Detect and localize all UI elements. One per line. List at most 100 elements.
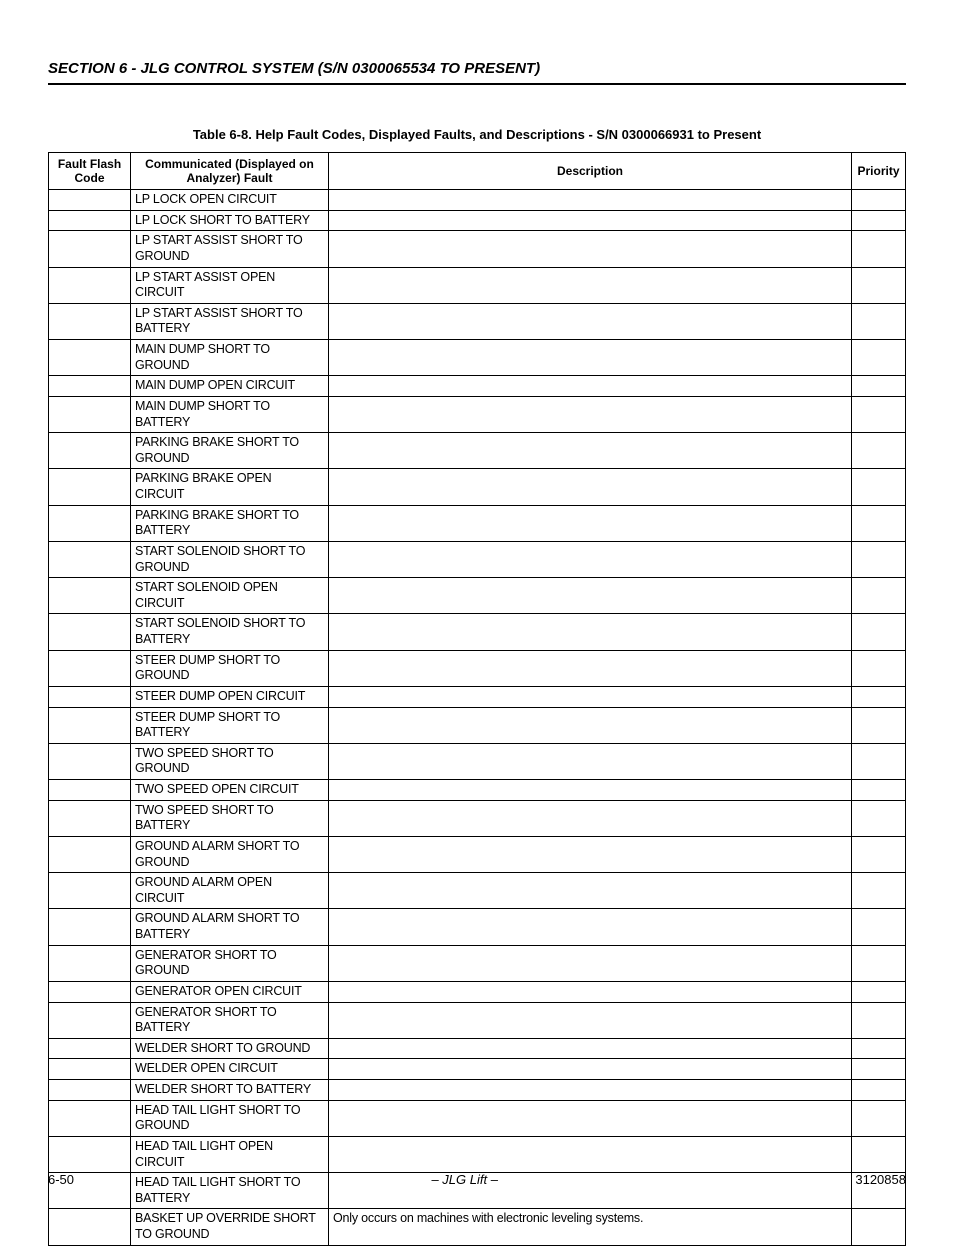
table-row: START SOLENOID SHORT TO BATTERY [49, 614, 906, 650]
cell-fault: PARKING BRAKE SHORT TO GROUND [131, 433, 329, 469]
footer-doc-number: 3120858 [855, 1172, 906, 1187]
cell-fault: WELDER SHORT TO BATTERY [131, 1080, 329, 1101]
cell-priority [852, 1059, 906, 1080]
cell-desc [329, 303, 852, 339]
cell-desc [329, 1136, 852, 1172]
cell-priority [852, 780, 906, 801]
cell-code [49, 800, 131, 836]
cell-desc: Only occurs on machines with electronic … [329, 1209, 852, 1245]
footer-center: – JLG Lift – [431, 1172, 497, 1187]
table-row: GENERATOR OPEN CIRCUIT [49, 981, 906, 1002]
cell-desc [329, 800, 852, 836]
section-header: SECTION 6 - JLG CONTROL SYSTEM (S/N 0300… [48, 60, 906, 85]
cell-code [49, 210, 131, 231]
cell-fault: WELDER OPEN CIRCUIT [131, 1059, 329, 1080]
col-header-priority: Priority [852, 153, 906, 190]
cell-desc [329, 650, 852, 686]
table-row: GROUND ALARM SHORT TO BATTERY [49, 909, 906, 945]
cell-code [49, 231, 131, 267]
cell-desc [329, 743, 852, 779]
cell-code [49, 1059, 131, 1080]
cell-desc [329, 945, 852, 981]
cell-desc [329, 909, 852, 945]
cell-fault: MAIN DUMP SHORT TO BATTERY [131, 396, 329, 432]
table-row: LP START ASSIST SHORT TO GROUND [49, 231, 906, 267]
cell-priority [852, 800, 906, 836]
cell-fault: LP LOCK SHORT TO BATTERY [131, 210, 329, 231]
cell-priority [852, 650, 906, 686]
cell-code [49, 469, 131, 505]
page-footer: 6-50 – JLG Lift – 3120858 [48, 1172, 906, 1187]
cell-priority [852, 396, 906, 432]
cell-fault: MAIN DUMP SHORT TO GROUND [131, 340, 329, 376]
table-header-row: Fault Flash Code Communicated (Displayed… [49, 153, 906, 190]
table-row: TWO SPEED OPEN CIRCUIT [49, 780, 906, 801]
table-caption: Table 6-8. Help Fault Codes, Displayed F… [48, 127, 906, 142]
table-row: MAIN DUMP OPEN CIRCUIT [49, 376, 906, 397]
cell-fault: BASKET UP OVERRIDE SHORT TO GROUND [131, 1209, 329, 1245]
cell-code [49, 780, 131, 801]
cell-priority [852, 1080, 906, 1101]
cell-desc [329, 433, 852, 469]
cell-code [49, 1100, 131, 1136]
table-row: PARKING BRAKE SHORT TO BATTERY [49, 505, 906, 541]
cell-desc [329, 578, 852, 614]
cell-fault: LP START ASSIST OPEN CIRCUIT [131, 267, 329, 303]
cell-fault: TWO SPEED OPEN CIRCUIT [131, 780, 329, 801]
cell-fault: PARKING BRAKE OPEN CIRCUIT [131, 469, 329, 505]
cell-desc [329, 686, 852, 707]
cell-code [49, 303, 131, 339]
cell-priority [852, 1209, 906, 1245]
cell-priority [852, 1002, 906, 1038]
cell-code [49, 376, 131, 397]
table-row: WELDER SHORT TO BATTERY [49, 1080, 906, 1101]
cell-priority [852, 376, 906, 397]
cell-desc [329, 780, 852, 801]
cell-code [49, 396, 131, 432]
cell-code [49, 945, 131, 981]
cell-priority [852, 340, 906, 376]
cell-priority [852, 1100, 906, 1136]
cell-desc [329, 1059, 852, 1080]
cell-fault: STEER DUMP SHORT TO BATTERY [131, 707, 329, 743]
cell-desc [329, 1100, 852, 1136]
cell-fault: TWO SPEED SHORT TO BATTERY [131, 800, 329, 836]
table-row: GENERATOR SHORT TO GROUND [49, 945, 906, 981]
cell-priority [852, 433, 906, 469]
col-header-fault: Communicated (Displayed on Analyzer) Fau… [131, 153, 329, 190]
cell-desc [329, 981, 852, 1002]
cell-fault: STEER DUMP SHORT TO GROUND [131, 650, 329, 686]
cell-desc [329, 1038, 852, 1059]
cell-code [49, 650, 131, 686]
cell-fault: HEAD TAIL LIGHT OPEN CIRCUIT [131, 1136, 329, 1172]
table-row: TWO SPEED SHORT TO GROUND [49, 743, 906, 779]
cell-fault: LP START ASSIST SHORT TO BATTERY [131, 303, 329, 339]
cell-fault: GENERATOR SHORT TO GROUND [131, 945, 329, 981]
cell-priority [852, 541, 906, 577]
cell-code [49, 1209, 131, 1245]
cell-fault: WELDER SHORT TO GROUND [131, 1038, 329, 1059]
cell-priority [852, 210, 906, 231]
table-row: HEAD TAIL LIGHT OPEN CIRCUIT [49, 1136, 906, 1172]
cell-fault: MAIN DUMP OPEN CIRCUIT [131, 376, 329, 397]
table-row: GROUND ALARM OPEN CIRCUIT [49, 873, 906, 909]
cell-desc [329, 267, 852, 303]
cell-desc [329, 707, 852, 743]
cell-priority [852, 873, 906, 909]
cell-desc [329, 1080, 852, 1101]
cell-code [49, 1136, 131, 1172]
table-row: STEER DUMP SHORT TO GROUND [49, 650, 906, 686]
cell-fault: PARKING BRAKE SHORT TO BATTERY [131, 505, 329, 541]
cell-priority [852, 190, 906, 211]
table-row: GENERATOR SHORT TO BATTERY [49, 1002, 906, 1038]
table-row: PARKING BRAKE OPEN CIRCUIT [49, 469, 906, 505]
table-row: MAIN DUMP SHORT TO BATTERY [49, 396, 906, 432]
cell-code [49, 433, 131, 469]
table-row: LP LOCK OPEN CIRCUIT [49, 190, 906, 211]
col-header-desc: Description [329, 153, 852, 190]
cell-code [49, 686, 131, 707]
cell-desc [329, 231, 852, 267]
cell-code [49, 578, 131, 614]
cell-desc [329, 376, 852, 397]
table-row: TWO SPEED SHORT TO BATTERY [49, 800, 906, 836]
